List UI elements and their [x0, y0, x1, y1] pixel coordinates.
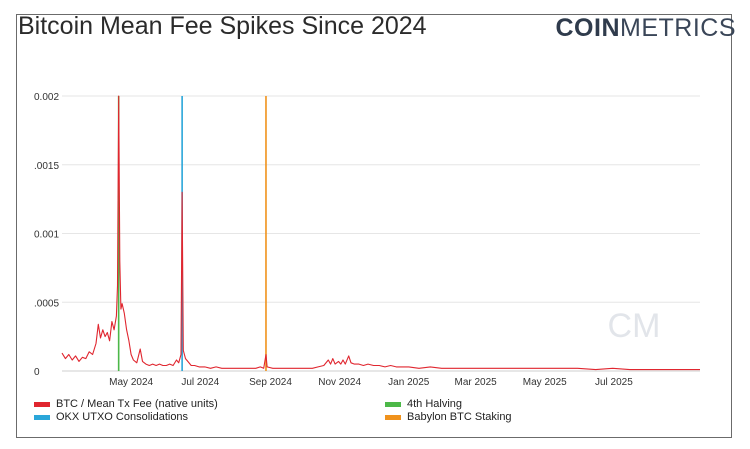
- legend-swatch-blue: [34, 414, 50, 420]
- x-tick-label: Sep 2024: [249, 377, 292, 388]
- watermark-logo: CM: [608, 307, 661, 345]
- logo-text-metrics: METRICS: [620, 14, 736, 42]
- grid: [62, 95, 700, 372]
- x-tick-label: May 2024: [109, 377, 153, 388]
- legend-swatch-orange: [385, 414, 401, 420]
- series-line-mean-fee: [61, 95, 700, 371]
- y-tick-label: .0005: [34, 298, 59, 309]
- legend-label: OKX UTXO Consolidations: [56, 411, 189, 424]
- x-tick-label: Nov 2024: [318, 377, 361, 388]
- legend-swatch-green: [385, 401, 401, 407]
- coinmetrics-logo: COINMETRICS: [556, 14, 737, 43]
- series: [61, 95, 700, 371]
- legend-swatch-red: [34, 401, 50, 407]
- legend-item-halving: 4th Halving: [385, 398, 462, 410]
- x-tick-label: Jan 2025: [388, 377, 430, 388]
- chart-card: [16, 14, 732, 438]
- legend-item-mean-fee: BTC / Mean Tx Fee (native units): [34, 398, 218, 410]
- x-tick-label: Jul 2024: [181, 377, 219, 388]
- y-tick-label: .0015: [34, 161, 59, 172]
- x-tick-label: Jul 2025: [595, 377, 633, 388]
- legend-item-babylon: Babylon BTC Staking: [385, 411, 512, 423]
- y-tick-label: 0.002: [34, 92, 59, 103]
- x-tick-label: Mar 2025: [454, 377, 497, 388]
- legend-label: 4th Halving: [407, 398, 463, 411]
- logo-text-coin: COIN: [555, 14, 620, 42]
- legend-label: BTC / Mean Tx Fee (native units): [56, 398, 218, 411]
- x-tick-label: May 2025: [523, 377, 567, 388]
- x-axis: May 2024 Jul 2024 Sep 2024 Nov 2024 Jan 2025…: [109, 377, 633, 388]
- y-tick-label: 0.001: [34, 230, 59, 241]
- legend-item-okx: OKX UTXO Consolidations: [34, 411, 188, 423]
- y-tick-label: 0: [34, 367, 40, 378]
- legend-label: Babylon BTC Staking: [407, 411, 512, 424]
- y-axis: 0 .0005 0.001 .0015 0.002: [34, 92, 59, 378]
- chart-title: Bitcoin Mean Fee Spikes Since 2024: [18, 12, 427, 40]
